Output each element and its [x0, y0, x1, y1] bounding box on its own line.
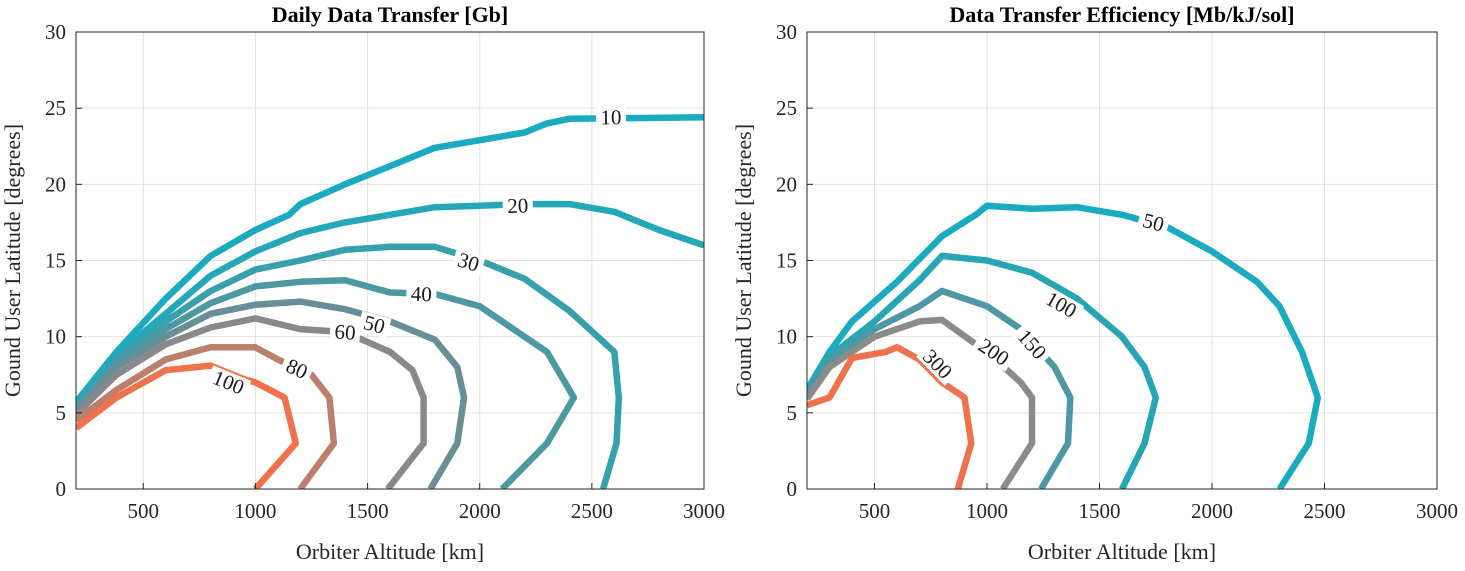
x-tick-label: 3000 [683, 499, 725, 523]
x-tick-label: 2500 [1304, 499, 1346, 523]
contour-label-mask [915, 342, 960, 386]
contour-label: 60 [334, 319, 357, 344]
contour-label-mask [502, 195, 534, 217]
y-tick-label: 20 [776, 172, 797, 196]
contour-line-50 [76, 298, 468, 489]
x-tick-label: 1500 [347, 499, 389, 523]
x-tick-label: 1000 [966, 499, 1008, 523]
contour-line-300 [807, 344, 975, 489]
contour-label-group: 100 [205, 365, 252, 400]
x-axis-label: Orbiter Altitude [km] [1028, 539, 1216, 564]
x-tick-label: 500 [128, 499, 160, 523]
contour-label-group: 100 [1038, 285, 1085, 324]
x-tick-label: 500 [859, 499, 891, 523]
grid [76, 31, 705, 490]
contour-label-group: 10 [595, 105, 627, 129]
y-tick-label: 25 [776, 96, 797, 120]
y-tick-label: 20 [45, 172, 66, 196]
y-axis-label: Gound User Latitude [degrees] [731, 124, 756, 397]
contour-label: 10 [600, 105, 621, 129]
contour-label-mask [406, 283, 437, 305]
y-tick-label: 0 [56, 477, 67, 501]
contour-line-40 [76, 277, 578, 489]
x-tick-label: 1000 [234, 499, 276, 523]
contour-label-group: 40 [406, 282, 437, 307]
y-tick-label: 0 [787, 477, 798, 501]
contour-label: 40 [411, 282, 433, 307]
contour-line-30 [76, 243, 623, 489]
y-tick-label: 5 [787, 401, 798, 425]
y-tick-label: 15 [776, 249, 797, 273]
tick-labels: 500 1000 1500 2000 2500 3000 0 5 10 15 20 25 30 [776, 20, 1458, 523]
y-axis-label: Gound User Latitude [degrees] [0, 124, 25, 397]
contour-label-mask [1038, 285, 1085, 324]
contour-label-mask [971, 332, 1017, 372]
y-tick-label: 15 [45, 249, 66, 273]
x-tick-label: 2000 [459, 499, 501, 523]
y-tick-label: 25 [45, 96, 66, 120]
contour-label-group: 80 [279, 353, 315, 385]
contour-label: 20 [507, 193, 529, 218]
contour-label-mask [1136, 208, 1171, 236]
y-tick-label: 10 [776, 325, 797, 349]
contour-label-group: 150 [1010, 322, 1054, 367]
contour-line-80 [76, 344, 338, 489]
x-tick-label: 2000 [1191, 499, 1233, 523]
contour-label-group: 30 [451, 247, 486, 277]
contour-line-150 [807, 287, 1074, 489]
y-tick-label: 10 [45, 325, 66, 349]
contour-lines [807, 202, 1322, 489]
contour-label-group: 20 [502, 193, 534, 218]
contour-line-10 [76, 114, 704, 405]
x-axis-label: Orbiter Altitude [km] [296, 539, 484, 564]
contour-lines [76, 114, 704, 489]
contour-label-group: 300 [915, 342, 960, 386]
contour-line-50 [807, 202, 1322, 489]
tick-labels: 500 1000 1500 2000 2500 3000 0 5 10 15 20 25 30 [45, 20, 725, 523]
chart-title: Data Transfer Efficiency [Mb/kJ/sol] [949, 2, 1294, 27]
contour-label-mask [1010, 322, 1054, 367]
contour-label-mask [451, 248, 486, 276]
y-tick-label: 5 [56, 401, 67, 425]
contour-label-mask [205, 365, 252, 400]
contour-label-group: 60 [329, 319, 361, 345]
contour-label-mask [279, 353, 315, 385]
contour-label-mask [595, 107, 627, 128]
contour-line-20 [76, 200, 704, 408]
contour-line-60 [76, 315, 427, 489]
x-tick-label: 3000 [1416, 499, 1458, 523]
y-tick-label: 30 [45, 20, 66, 44]
contour-line-100 [807, 252, 1160, 489]
x-tick-label: 1500 [1079, 499, 1121, 523]
contour-label-group: 50 [1136, 208, 1171, 237]
y-tick-label: 30 [776, 20, 797, 44]
grid [807, 31, 1438, 490]
contour-label-mask [329, 321, 361, 344]
chart-title: Daily Data Transfer [Gb] [272, 2, 509, 27]
contour-label-group: 50 [357, 310, 392, 339]
contour-label-mask [357, 310, 392, 339]
x-tick-label: 2500 [571, 499, 613, 523]
